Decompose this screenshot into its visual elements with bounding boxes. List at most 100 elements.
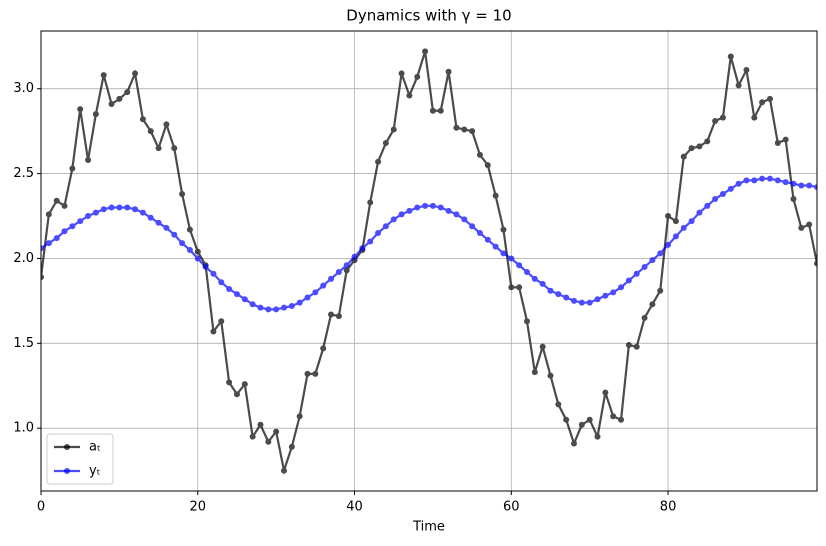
marker [437, 107, 444, 114]
marker [766, 95, 773, 102]
series [41, 175, 817, 313]
marker [798, 182, 805, 189]
marker [218, 318, 225, 325]
marker [657, 250, 664, 257]
y-tick-label: 3.0 [13, 81, 34, 96]
marker [531, 275, 538, 282]
marker [610, 289, 617, 296]
marker [445, 207, 452, 214]
marker [398, 211, 405, 218]
marker [547, 287, 554, 294]
marker [163, 224, 170, 231]
marker [743, 67, 750, 74]
marker [798, 224, 805, 231]
marker [625, 277, 632, 284]
marker [806, 221, 813, 228]
marker [233, 291, 240, 298]
marker [375, 158, 382, 165]
marker [469, 128, 476, 135]
marker [672, 218, 679, 225]
marker [288, 302, 295, 309]
marker [633, 270, 640, 277]
marker [147, 214, 154, 221]
marker [571, 440, 578, 447]
marker [61, 202, 68, 209]
marker [790, 180, 797, 187]
marker [719, 114, 726, 121]
marker [484, 236, 491, 243]
marker [218, 279, 225, 286]
marker [398, 70, 405, 77]
marker [343, 262, 350, 269]
marker [696, 209, 703, 216]
marker [657, 287, 664, 294]
y-tick-label: 2.5 [13, 166, 34, 181]
marker [85, 157, 92, 164]
marker [751, 177, 758, 184]
marker [555, 291, 562, 298]
marker [210, 328, 217, 335]
marker [500, 226, 507, 233]
marker [516, 262, 523, 269]
marker [414, 73, 421, 80]
marker [367, 199, 374, 206]
plot-frame [40, 30, 818, 492]
marker [594, 296, 601, 303]
marker [688, 218, 695, 225]
marker [241, 296, 248, 303]
marker [641, 314, 648, 321]
marker [461, 126, 468, 133]
marker [139, 116, 146, 123]
marker [382, 223, 389, 230]
marker [124, 204, 131, 211]
marker [735, 180, 742, 187]
marker [45, 211, 52, 218]
marker [69, 165, 76, 172]
marker [476, 151, 483, 158]
marker [712, 117, 719, 124]
marker [328, 275, 335, 282]
marker [226, 286, 233, 293]
marker [539, 343, 546, 350]
marker [429, 107, 436, 114]
y-tick-label: 1.0 [13, 421, 34, 436]
marker [618, 284, 625, 291]
marker [469, 223, 476, 230]
marker [273, 306, 280, 313]
marker [414, 204, 421, 211]
marker [312, 370, 319, 377]
marker [194, 248, 201, 255]
marker [77, 218, 84, 225]
marker [571, 297, 578, 304]
marker [422, 48, 429, 55]
marker [280, 467, 287, 474]
marker [751, 114, 758, 121]
series [41, 48, 817, 475]
marker [633, 343, 640, 350]
marker [367, 238, 374, 245]
marker [41, 274, 44, 281]
marker [602, 292, 609, 299]
marker [139, 209, 146, 216]
marker [296, 413, 303, 420]
marker [508, 255, 515, 262]
marker [774, 177, 781, 184]
marker [249, 301, 256, 308]
marker [249, 433, 256, 440]
marker [69, 223, 76, 230]
marker [492, 192, 499, 199]
line [41, 177, 817, 311]
marker [555, 401, 562, 408]
marker [92, 209, 99, 216]
marker [712, 196, 719, 203]
x-tick-label: 60 [503, 500, 520, 515]
marker [265, 306, 272, 313]
x-tick-label: 40 [346, 500, 363, 515]
marker [45, 240, 52, 247]
marker [85, 213, 92, 220]
marker [594, 433, 601, 440]
marker [578, 421, 585, 428]
chart-title: Dynamics with γ = 10 [346, 7, 511, 25]
marker [665, 241, 672, 248]
marker [280, 304, 287, 311]
